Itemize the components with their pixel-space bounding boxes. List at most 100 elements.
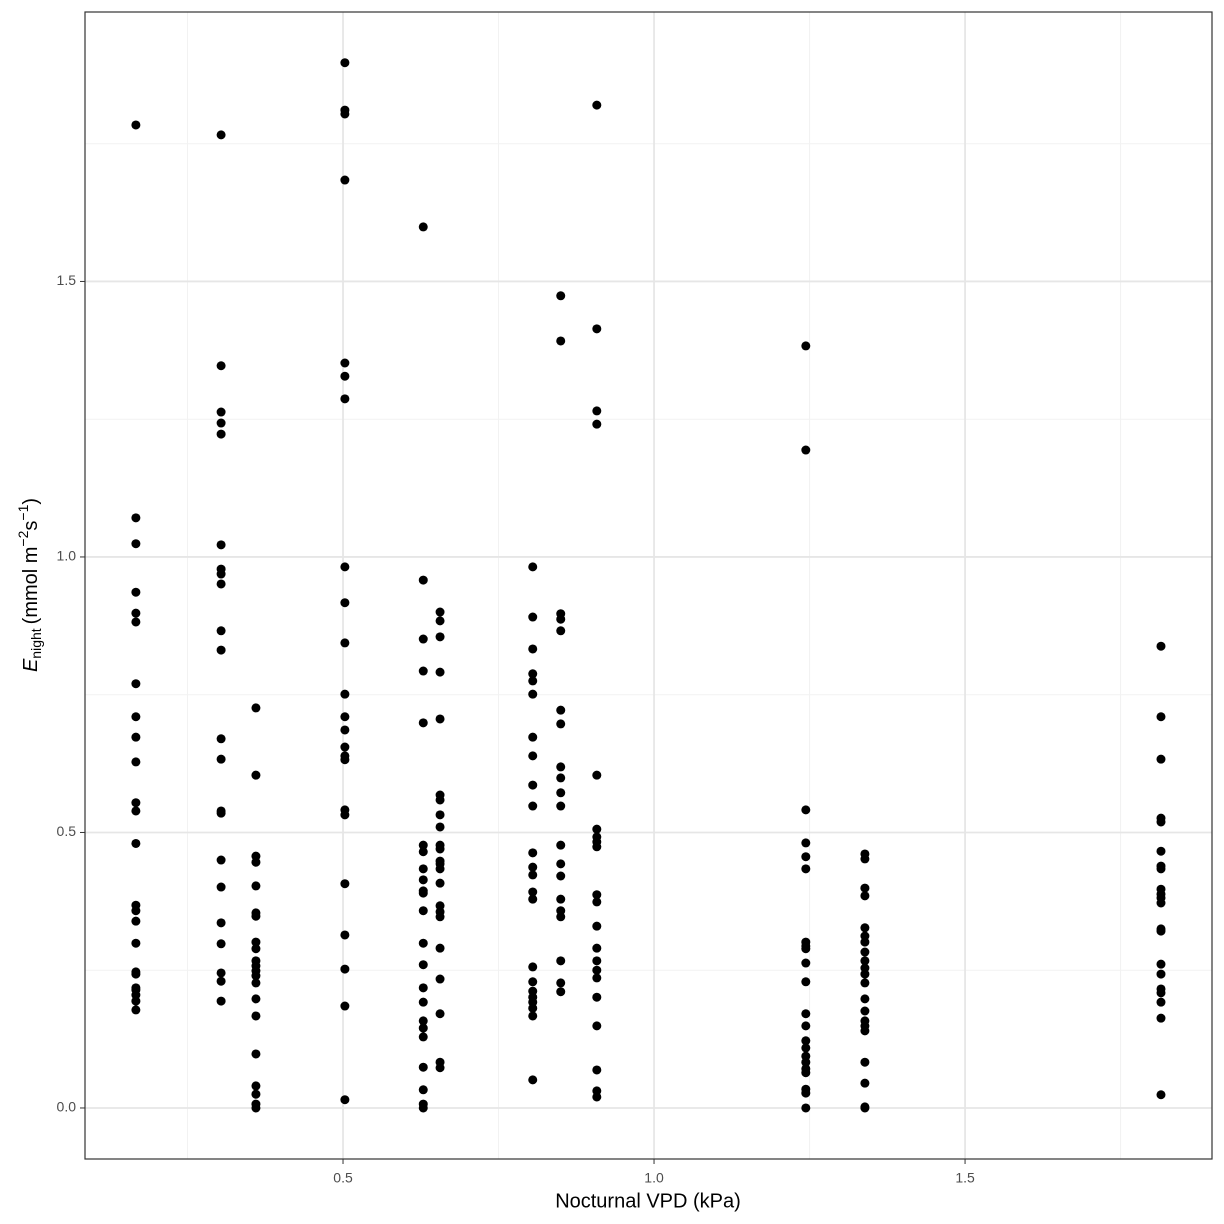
point	[340, 562, 350, 572]
point	[528, 780, 538, 790]
point	[251, 937, 261, 947]
point	[556, 291, 566, 301]
point	[340, 394, 350, 404]
point	[556, 705, 566, 715]
point	[216, 976, 226, 986]
point	[528, 689, 538, 699]
point	[556, 801, 566, 811]
point	[216, 645, 226, 655]
point	[801, 944, 811, 954]
point	[418, 222, 428, 232]
point	[592, 897, 602, 907]
point	[435, 822, 445, 832]
point	[1156, 898, 1166, 908]
point	[592, 1021, 602, 1031]
point	[801, 958, 811, 968]
point	[131, 712, 141, 722]
point	[131, 617, 141, 627]
point	[216, 882, 226, 892]
point	[418, 875, 428, 885]
point	[251, 1049, 261, 1059]
point	[131, 732, 141, 742]
point	[251, 1011, 261, 1021]
x-axis-title: Nocturnal VPD (kPa)	[555, 1190, 741, 1212]
point	[251, 1103, 261, 1113]
point	[801, 1068, 811, 1078]
point	[592, 406, 602, 416]
point	[801, 1036, 811, 1046]
point	[556, 859, 566, 869]
point	[435, 607, 445, 617]
point	[435, 632, 445, 642]
point	[340, 58, 350, 68]
point	[528, 562, 538, 572]
point	[801, 977, 811, 987]
point	[418, 938, 428, 948]
point	[216, 968, 226, 978]
point	[435, 943, 445, 953]
point	[860, 923, 870, 933]
point	[131, 996, 141, 1006]
point	[556, 336, 566, 346]
point	[251, 911, 261, 921]
point	[435, 878, 445, 888]
point	[860, 1026, 870, 1036]
point	[418, 840, 428, 850]
y-tick-label: 1.0	[57, 548, 77, 564]
point	[801, 445, 811, 455]
point	[1156, 1013, 1166, 1023]
point	[801, 805, 811, 815]
point	[216, 569, 226, 579]
point	[340, 358, 350, 368]
point	[251, 1089, 261, 1099]
point	[592, 943, 602, 953]
point	[418, 888, 428, 898]
point	[418, 960, 428, 970]
point	[216, 939, 226, 949]
point	[418, 1085, 428, 1095]
point	[556, 762, 566, 772]
point	[340, 598, 350, 608]
point	[556, 871, 566, 881]
point	[216, 429, 226, 439]
point	[801, 1009, 811, 1019]
point	[435, 714, 445, 724]
point	[418, 718, 428, 728]
point	[131, 587, 141, 597]
y-subscript: night	[28, 628, 44, 658]
point	[860, 1006, 870, 1016]
point	[340, 109, 350, 119]
point	[528, 801, 538, 811]
point	[435, 616, 445, 626]
point	[528, 612, 538, 622]
point	[556, 978, 566, 988]
point	[418, 575, 428, 585]
point	[528, 676, 538, 686]
point	[860, 969, 870, 979]
point	[556, 987, 566, 997]
point	[131, 120, 141, 130]
point	[556, 773, 566, 783]
point	[251, 857, 261, 867]
point	[528, 751, 538, 761]
y-tick-label: 1.5	[57, 272, 77, 288]
point	[216, 540, 226, 550]
x-tick-label: 1.0	[644, 1170, 664, 1186]
point	[1156, 969, 1166, 979]
y-sup: −2	[15, 530, 31, 546]
point	[131, 806, 141, 816]
point	[528, 870, 538, 880]
point	[131, 679, 141, 689]
point	[216, 130, 226, 140]
grid	[85, 12, 1212, 1159]
point	[435, 844, 445, 854]
point	[860, 883, 870, 893]
point	[1156, 817, 1166, 827]
point	[340, 725, 350, 735]
point	[1156, 997, 1166, 1007]
point	[418, 1032, 428, 1042]
point	[216, 626, 226, 636]
point	[418, 997, 428, 1007]
points	[131, 58, 1166, 1113]
point	[528, 732, 538, 742]
